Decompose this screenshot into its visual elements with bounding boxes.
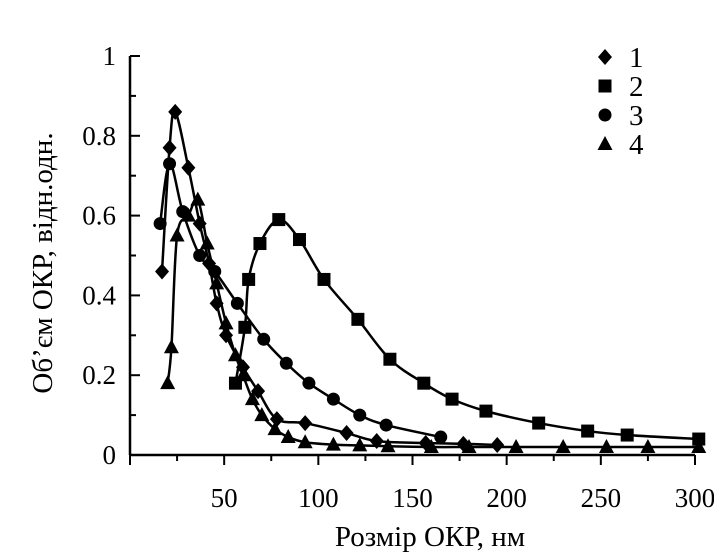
x-tick-label: 300	[675, 483, 714, 513]
series-4-point	[227, 347, 243, 362]
series-2-point	[479, 404, 493, 418]
series-4-point	[508, 439, 524, 454]
series-2-point	[383, 352, 397, 366]
series-4-point	[423, 439, 439, 454]
legend-label: 2	[629, 71, 644, 103]
y-tick-label: 0	[103, 440, 117, 470]
y-ticks: 0 0.2 0.4 0.6 0.8 1	[82, 41, 140, 470]
series-3-point	[379, 418, 393, 432]
series-4	[160, 191, 707, 454]
series-4-point	[235, 367, 251, 382]
series-2-point	[581, 424, 595, 438]
series-4-point	[325, 436, 341, 451]
series-4-point	[598, 439, 614, 454]
y-tick-label: 0.8	[82, 121, 116, 151]
y-tick-label: 0.6	[82, 201, 116, 231]
legend-marker-1	[598, 49, 612, 65]
series-4-point	[352, 437, 368, 452]
y-axis-title: Об’єм ОКР, відн.одн.	[27, 132, 59, 393]
series-4-point	[244, 391, 260, 406]
legend-item-2: 2	[598, 71, 644, 103]
series-3-point	[302, 376, 316, 390]
series-3-point	[257, 332, 271, 346]
series-2	[228, 213, 706, 446]
series-4-point	[380, 438, 396, 453]
series-4-point	[160, 375, 176, 390]
series-2-point	[317, 272, 331, 286]
series-2-point	[293, 233, 306, 247]
series-4-point	[209, 275, 225, 290]
series-2-point	[253, 237, 267, 251]
legend-marker-4	[597, 136, 613, 150]
x-tick-label: 200	[486, 483, 527, 513]
series-4-point	[218, 315, 234, 330]
series-3-point	[353, 408, 367, 422]
x-ticks: 50 100 150 200 250 300	[129, 455, 714, 513]
series-1-point	[490, 437, 505, 454]
series-2-point	[445, 392, 459, 406]
series-4-point	[461, 439, 477, 454]
series-4-point	[169, 227, 185, 242]
series-2-point	[417, 376, 431, 390]
series-3-point	[230, 296, 244, 310]
series-4-point	[691, 439, 707, 454]
series-1-point	[269, 411, 284, 428]
series-3-point	[279, 356, 293, 370]
series-4-point	[297, 434, 313, 449]
series-1-point	[298, 415, 313, 432]
series-4-point	[180, 207, 196, 222]
legend-marker-3	[598, 108, 612, 122]
series-1-point	[168, 103, 183, 120]
series-3-point	[153, 217, 167, 231]
series-3-point	[434, 430, 448, 444]
series-4-point	[254, 407, 270, 422]
series-3-point	[193, 249, 207, 262]
x-tick-label: 100	[298, 483, 339, 513]
series-layer	[153, 103, 707, 454]
y-tick-label: 0.2	[82, 360, 116, 390]
x-tick-label: 250	[581, 483, 622, 513]
series-2-point	[351, 312, 365, 326]
series-2-point	[620, 428, 634, 442]
y-tick-label: 0.4	[82, 280, 116, 310]
series-4-point	[190, 191, 206, 206]
legend-item-3: 3	[598, 100, 644, 132]
series-4-point	[267, 421, 283, 436]
x-axis-title: Розмір ОКР, нм	[335, 521, 525, 553]
series-4-point	[280, 429, 296, 444]
series-4-point	[199, 235, 215, 250]
series-2-point	[532, 416, 546, 430]
x-tick-label: 150	[392, 483, 433, 513]
legend-marker-2	[598, 79, 612, 93]
series-4-point	[163, 339, 179, 354]
series-3-point	[326, 392, 340, 406]
series-2-line	[234, 218, 699, 441]
y-tick-label: 1	[103, 41, 117, 71]
series-1-point	[181, 159, 196, 176]
legend-item-1: 1	[598, 42, 644, 74]
series-3	[153, 157, 448, 444]
series-2-point	[242, 272, 256, 286]
series-2-point	[272, 213, 286, 227]
series-1-point	[162, 139, 177, 156]
series-3-point	[163, 157, 177, 171]
x-tick-label: 50	[211, 483, 238, 513]
legend-label: 3	[629, 100, 644, 132]
legend-label: 4	[629, 129, 644, 161]
series-1-point	[155, 263, 170, 280]
legend-item-4: 4	[597, 129, 644, 161]
series-1-point	[251, 383, 266, 400]
series-2-point	[238, 320, 252, 334]
series-4-point	[640, 439, 656, 454]
series-1-point	[339, 425, 354, 442]
legend-label: 1	[629, 42, 644, 74]
series-4-point	[555, 439, 571, 454]
